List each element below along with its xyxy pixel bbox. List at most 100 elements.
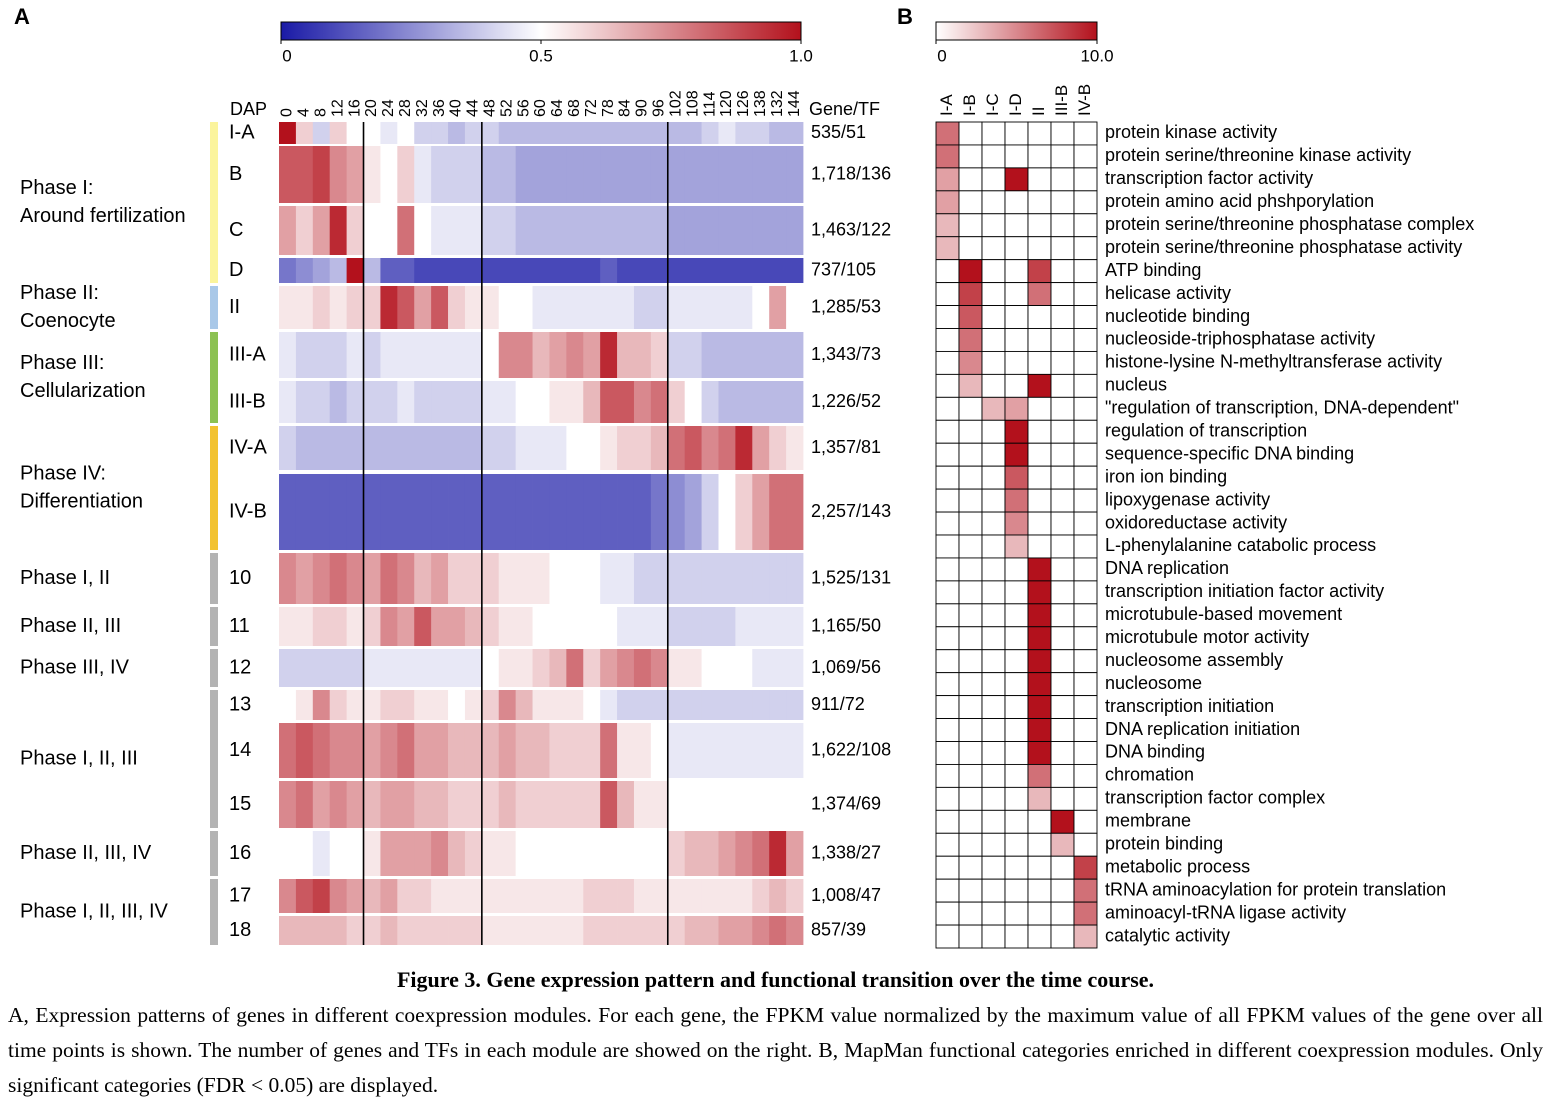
heatmap-cell <box>617 258 635 283</box>
heatmap-cell <box>329 206 348 255</box>
enrichment-cell <box>1050 649 1075 674</box>
heatmap-cell <box>431 916 449 945</box>
enrichment-cell <box>958 282 983 307</box>
enrichment-cell <box>981 442 1006 467</box>
column-label: I-B <box>960 94 979 116</box>
heatmap-cell <box>414 122 432 144</box>
enrichment-cell <box>935 672 960 697</box>
heatmap-cell <box>380 426 398 470</box>
enrichment-cell <box>1073 213 1098 238</box>
enrichment-cell <box>1050 718 1075 742</box>
heatmap-cell <box>346 332 364 378</box>
heatmap-cell <box>295 607 314 646</box>
enrichment-cell <box>958 809 983 834</box>
term-label: transcription factor complex <box>1105 788 1325 808</box>
heatmap-cell <box>786 723 804 778</box>
heatmap-cell <box>735 146 753 203</box>
enrichment-cell <box>1073 832 1098 857</box>
enrichment-cell <box>935 305 960 329</box>
heatmap-cell <box>380 916 398 945</box>
heatmap-cell <box>617 206 635 255</box>
heatmap-cell <box>583 286 601 329</box>
heatmap-cell <box>532 426 550 470</box>
enrichment-cell <box>1004 672 1029 697</box>
enrichment-cell <box>1050 580 1075 605</box>
heatmap-cell <box>752 553 770 604</box>
enrichment-cell <box>1004 282 1029 307</box>
heatmap-cell <box>735 916 753 945</box>
heatmap-cell <box>279 474 297 550</box>
heatmap-cell <box>481 781 500 828</box>
heatmap-cell <box>464 332 483 378</box>
heatmap-cell <box>329 332 348 378</box>
heatmap-cell <box>718 146 736 203</box>
panel-label: A <box>14 4 30 29</box>
enrichment-cell <box>1027 603 1052 628</box>
enrichment-cell <box>1073 442 1098 467</box>
module-label: 15 <box>229 793 251 815</box>
heatmap-cell <box>583 146 601 203</box>
module-count: 1,374/69 <box>811 793 881 813</box>
heatmap-cell <box>532 607 550 646</box>
heatmap-cell <box>431 332 449 378</box>
heatmap-cell <box>414 553 432 604</box>
column-label: III-B <box>1052 85 1071 116</box>
enrichment-cell <box>1073 305 1098 329</box>
heatmap-cell <box>549 146 567 203</box>
heatmap-cell <box>532 206 550 255</box>
enrichment-cell <box>1050 534 1075 559</box>
colorbar-tick-label: 0 <box>282 46 291 65</box>
dap-header: DAP <box>230 99 267 119</box>
term-label: metabolic process <box>1105 856 1250 876</box>
heatmap-cell <box>414 426 432 470</box>
enrichment-cell <box>1027 626 1052 651</box>
enrichment-cell <box>1073 718 1098 742</box>
enrichment-cell <box>1027 786 1052 811</box>
term-label: nucleosome <box>1105 673 1202 693</box>
heatmap-cell <box>549 831 567 876</box>
module-count: 1,357/81 <box>811 437 881 457</box>
enrichment-cell <box>935 809 960 834</box>
enrichment-cell <box>1004 328 1029 352</box>
heatmap-cell <box>617 831 635 876</box>
heatmap-cell <box>549 286 567 329</box>
heatmap-cell <box>346 607 364 646</box>
enrichment-cell <box>958 167 983 192</box>
heatmap-cell <box>397 474 415 550</box>
heatmap-cell <box>549 381 567 423</box>
heatmap-cell <box>279 206 297 255</box>
enrichment-cell <box>1073 350 1098 375</box>
caption-text: A, Expression patterns of genes in diffe… <box>8 1003 1543 1097</box>
heatmap-cell <box>684 258 702 283</box>
heatmap-cell <box>617 916 635 945</box>
heatmap-cell <box>279 381 297 423</box>
heatmap-cell <box>566 474 584 550</box>
heatmap-cell <box>329 879 348 913</box>
heatmap-cell <box>414 286 432 329</box>
heatmap-cell <box>769 649 787 687</box>
heatmap-cell <box>718 879 736 913</box>
heatmap-cell <box>431 781 449 828</box>
heatmap-cell <box>701 426 719 470</box>
module-count: 1,338/27 <box>811 842 881 862</box>
heatmap-cell <box>769 286 787 329</box>
heatmap-cell <box>515 879 533 913</box>
enrichment-cell <box>1004 350 1029 375</box>
heatmap-cell <box>684 146 702 203</box>
heatmap-cell <box>346 723 364 778</box>
time-label: 144 <box>786 90 803 117</box>
heatmap-cell <box>448 690 466 720</box>
heatmap-cell <box>295 649 314 687</box>
enrichment-cell <box>1073 488 1098 513</box>
heatmap-cell <box>363 553 381 604</box>
enrichment-cell <box>1004 373 1029 398</box>
heatmap-cell <box>549 723 567 778</box>
enrichment-cell <box>1050 121 1075 146</box>
heatmap-cell <box>515 122 533 144</box>
heatmap-cell <box>397 723 415 778</box>
heatmap-cell <box>786 258 804 283</box>
heatmap-cell <box>498 781 517 828</box>
enrichment-cell <box>981 534 1006 559</box>
heatmap-cell <box>769 381 787 423</box>
heatmap-cell <box>329 690 348 720</box>
